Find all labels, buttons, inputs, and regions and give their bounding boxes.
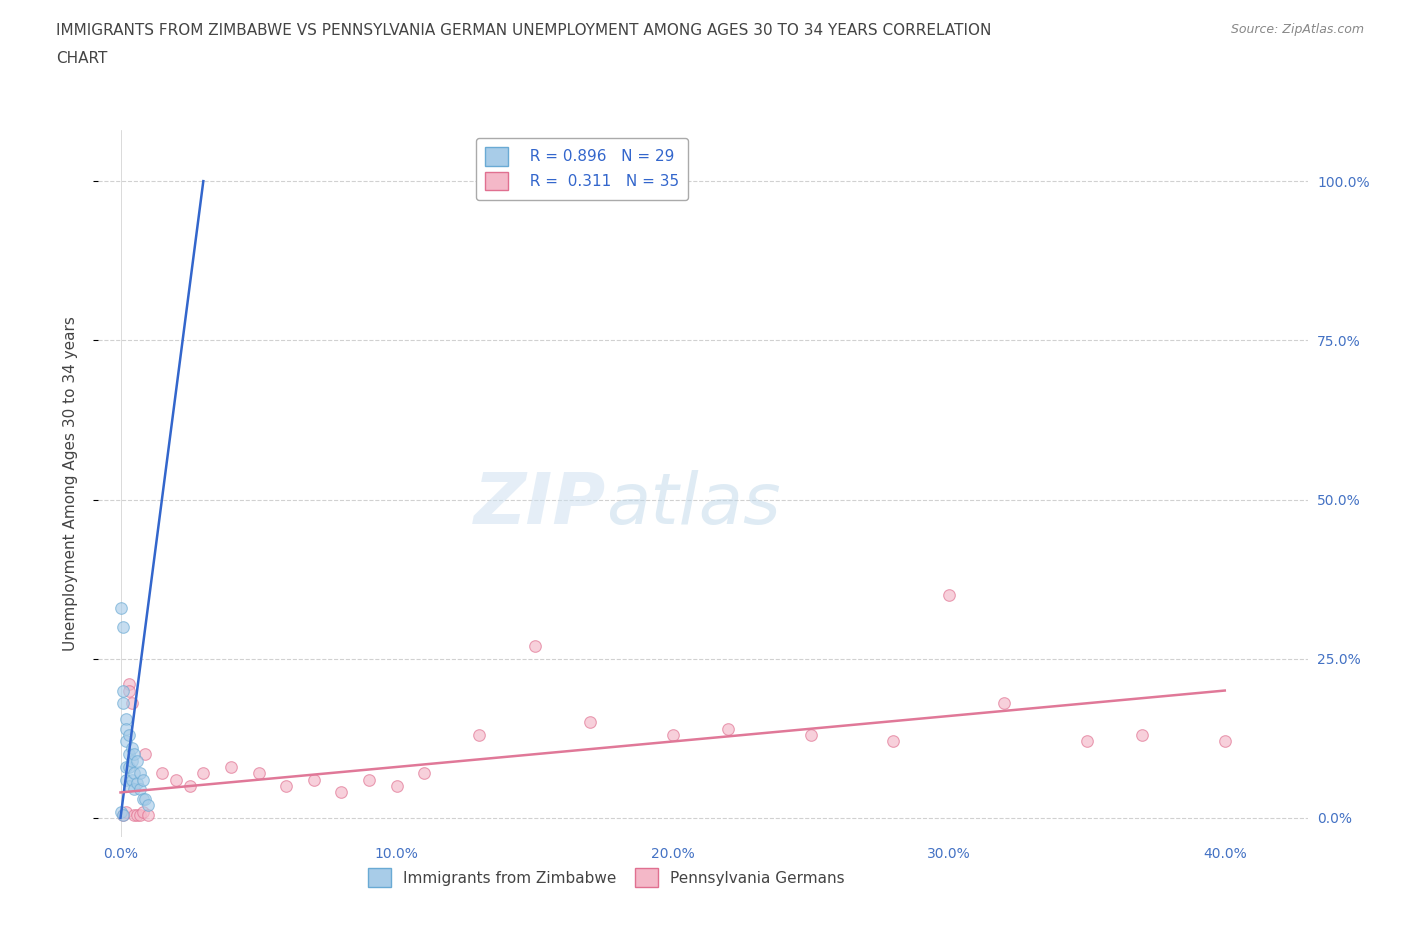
Point xyxy=(128,807,150,822)
Point xyxy=(131,772,153,787)
Point xyxy=(118,727,141,742)
Point xyxy=(661,727,683,742)
Point xyxy=(1076,734,1098,749)
Legend: Immigrants from Zimbabwe, Pennsylvania Germans: Immigrants from Zimbabwe, Pennsylvania G… xyxy=(361,862,851,893)
Point xyxy=(330,785,353,800)
Point xyxy=(993,696,1015,711)
Point xyxy=(110,601,132,616)
Point xyxy=(115,772,138,787)
Point xyxy=(124,782,146,797)
Point xyxy=(124,747,146,762)
Point xyxy=(128,766,150,781)
Point xyxy=(150,766,173,781)
Point xyxy=(578,715,600,730)
Point xyxy=(717,722,740,737)
Point xyxy=(179,778,201,793)
Point xyxy=(134,791,156,806)
Point xyxy=(125,807,148,822)
Point xyxy=(357,772,380,787)
Point xyxy=(882,734,904,749)
Text: CHART: CHART xyxy=(56,51,108,66)
Point xyxy=(115,711,138,726)
Point xyxy=(112,696,135,711)
Point xyxy=(112,684,135,698)
Point xyxy=(118,684,141,698)
Point xyxy=(800,727,823,742)
Point xyxy=(128,782,150,797)
Point xyxy=(125,776,148,790)
Point xyxy=(124,807,146,822)
Point xyxy=(124,766,146,781)
Point xyxy=(1213,734,1236,749)
Point xyxy=(115,804,138,819)
Point xyxy=(115,734,138,749)
Point xyxy=(247,766,270,781)
Point xyxy=(131,804,153,819)
Point xyxy=(110,804,132,819)
Point xyxy=(115,760,138,775)
Text: atlas: atlas xyxy=(606,471,780,539)
Point xyxy=(523,639,546,654)
Point xyxy=(112,807,135,822)
Point xyxy=(413,766,436,781)
Point xyxy=(118,677,141,692)
Point xyxy=(385,778,408,793)
Point xyxy=(121,772,143,787)
Point xyxy=(121,753,143,768)
Point xyxy=(136,807,159,822)
Text: ZIP: ZIP xyxy=(474,471,606,539)
Point xyxy=(125,753,148,768)
Text: Source: ZipAtlas.com: Source: ZipAtlas.com xyxy=(1230,23,1364,36)
Point xyxy=(115,722,138,737)
Point xyxy=(134,747,156,762)
Point xyxy=(131,791,153,806)
Point xyxy=(121,696,143,711)
Point xyxy=(136,798,159,813)
Point xyxy=(193,766,215,781)
Point xyxy=(118,747,141,762)
Point xyxy=(165,772,187,787)
Text: IMMIGRANTS FROM ZIMBABWE VS PENNSYLVANIA GERMAN UNEMPLOYMENT AMONG AGES 30 TO 34: IMMIGRANTS FROM ZIMBABWE VS PENNSYLVANIA… xyxy=(56,23,991,38)
Point xyxy=(1130,727,1153,742)
Point xyxy=(118,778,141,793)
Point xyxy=(118,760,141,775)
Point xyxy=(121,740,143,755)
Point xyxy=(938,588,960,603)
Point xyxy=(276,778,298,793)
Y-axis label: Unemployment Among Ages 30 to 34 years: Unemployment Among Ages 30 to 34 years xyxy=(63,316,77,651)
Point xyxy=(112,807,135,822)
Point xyxy=(302,772,325,787)
Point xyxy=(219,760,242,775)
Point xyxy=(468,727,491,742)
Point xyxy=(112,619,135,634)
